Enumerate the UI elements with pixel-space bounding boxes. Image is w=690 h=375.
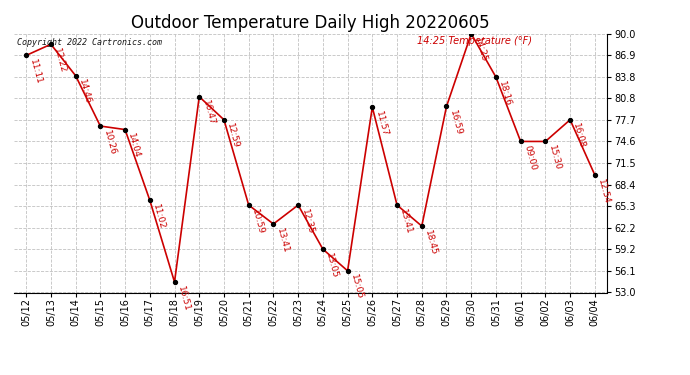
Text: 16:51: 16:51 (176, 285, 191, 312)
Text: 14:25 Temperature (°F): 14:25 Temperature (°F) (417, 36, 532, 46)
Point (441, 104, 452, 110)
Text: 12:22: 12:22 (52, 47, 68, 74)
Text: 14:46: 14:46 (77, 78, 92, 106)
Point (515, 138, 526, 144)
Point (169, 279, 180, 285)
Point (144, 197, 155, 203)
Text: 13:41: 13:41 (398, 208, 414, 235)
Text: 10:59: 10:59 (250, 208, 266, 235)
Text: 18:45: 18:45 (423, 229, 439, 256)
Point (589, 172, 600, 178)
Text: 12:35: 12:35 (299, 208, 315, 235)
Text: 11:11: 11:11 (28, 58, 43, 86)
Point (21, 53, 32, 58)
Text: 16:08: 16:08 (571, 123, 587, 150)
Text: 15:05: 15:05 (349, 274, 364, 301)
Point (540, 138, 551, 144)
Text: 10:26: 10:26 (101, 129, 117, 156)
Text: Copyright 2022 Cartronics.com: Copyright 2022 Cartronics.com (17, 38, 161, 46)
Text: 11:57: 11:57 (374, 110, 389, 137)
Point (293, 202, 304, 208)
Point (119, 126, 130, 132)
Text: 09:00: 09:00 (522, 144, 538, 171)
Point (416, 223, 427, 229)
Point (491, 74, 502, 80)
Text: 18:16: 18:16 (497, 80, 513, 107)
Point (194, 94, 205, 100)
Point (466, 31, 477, 37)
Point (391, 202, 402, 208)
Point (70, 73, 81, 79)
Text: 15:30: 15:30 (546, 144, 562, 171)
Title: Outdoor Temperature Daily High 20220605: Outdoor Temperature Daily High 20220605 (131, 14, 490, 32)
Point (317, 246, 328, 252)
Text: 12:54: 12:54 (596, 178, 611, 205)
Point (243, 202, 254, 208)
Text: 14:04: 14:04 (126, 132, 141, 159)
Point (95, 123, 106, 129)
Text: 11:02: 11:02 (151, 203, 166, 230)
Text: 16:47: 16:47 (201, 99, 216, 127)
Text: 13:05: 13:05 (324, 252, 339, 279)
Point (342, 268, 353, 274)
Text: 13:41: 13:41 (275, 227, 290, 254)
Point (268, 221, 279, 227)
Point (564, 117, 575, 123)
Point (367, 104, 378, 110)
Point (46, 41, 57, 47)
Text: 12:59: 12:59 (226, 123, 241, 150)
Text: 16:59: 16:59 (448, 109, 463, 136)
Point (219, 117, 230, 123)
Text: 14:25: 14:25 (473, 36, 488, 64)
